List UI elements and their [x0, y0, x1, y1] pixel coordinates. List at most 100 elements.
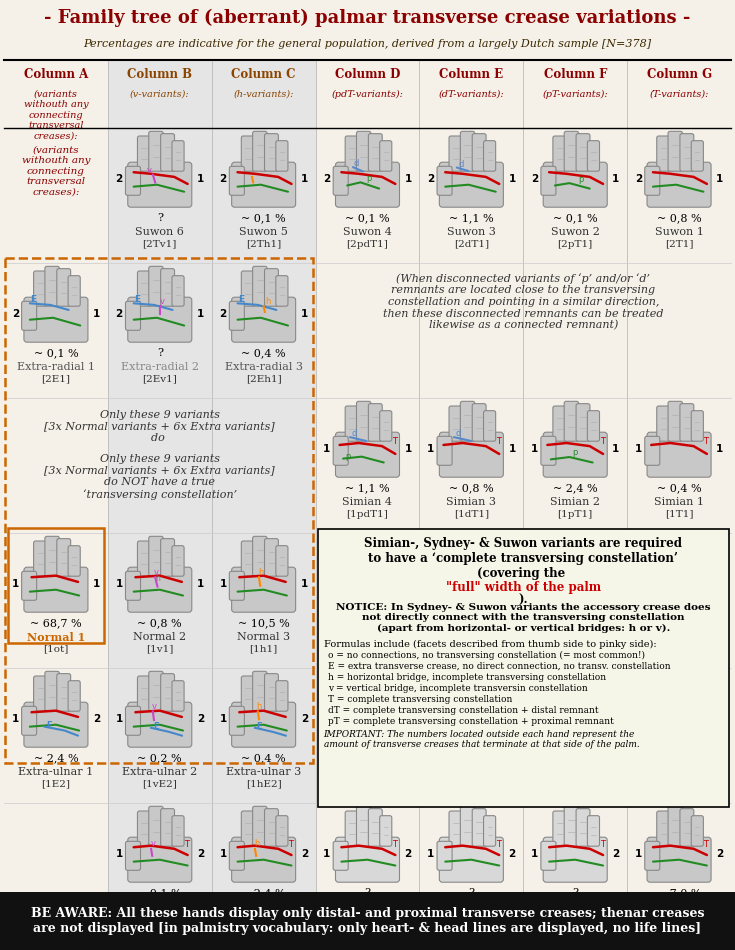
FancyBboxPatch shape [668, 401, 683, 441]
Text: 1: 1 [197, 309, 204, 319]
FancyBboxPatch shape [128, 702, 192, 748]
Text: ~ 68,7 %: ~ 68,7 % [30, 618, 82, 628]
Text: (pT-variants):: (pT-variants): [542, 90, 608, 99]
Text: (h-variants):: (h-variants): [234, 90, 294, 99]
FancyBboxPatch shape [333, 436, 348, 466]
FancyBboxPatch shape [126, 166, 140, 196]
FancyBboxPatch shape [45, 537, 60, 577]
Text: ?: ? [157, 349, 162, 358]
FancyBboxPatch shape [335, 432, 400, 477]
FancyBboxPatch shape [356, 807, 371, 846]
FancyBboxPatch shape [229, 166, 244, 196]
FancyBboxPatch shape [576, 134, 590, 171]
Text: T = complete transversing constellation: T = complete transversing constellation [328, 695, 512, 704]
Text: Simian-, Sydney- & Suwon variants are required
to have a ‘complete transversing : Simian-, Sydney- & Suwon variants are re… [365, 537, 682, 580]
Text: Percentages are indicative for the general population, derived from a largely Du: Percentages are indicative for the gener… [84, 39, 651, 49]
Text: [1vT2]: [1vT2] [143, 915, 177, 923]
FancyBboxPatch shape [437, 166, 452, 196]
Text: ~ 7,0 %: ~ 7,0 % [657, 888, 701, 898]
Text: 1: 1 [115, 713, 123, 724]
Text: 1: 1 [115, 579, 123, 589]
Text: ).: ). [518, 594, 528, 607]
Text: 1: 1 [612, 174, 620, 184]
Text: [2T1]: [2T1] [665, 239, 693, 249]
Text: Extra-radial 1: Extra-radial 1 [17, 362, 95, 372]
Text: p: p [345, 452, 351, 462]
FancyBboxPatch shape [657, 136, 670, 171]
Text: Column B: Column B [127, 67, 193, 81]
Text: ~ 10,5 %: ~ 10,5 % [237, 618, 290, 628]
FancyBboxPatch shape [34, 541, 48, 577]
Text: [2pT1]: [2pT1] [558, 239, 593, 249]
Text: BE AWARE: All these hands display only distal- and proximal transverse creases; : BE AWARE: All these hands display only d… [31, 907, 704, 935]
Bar [8, 528, 104, 643]
FancyBboxPatch shape [645, 842, 660, 870]
FancyBboxPatch shape [484, 410, 495, 441]
Text: pT = complete transversing constellation + proximal remnant: pT = complete transversing constellation… [328, 717, 614, 726]
Text: 2: 2 [531, 174, 538, 184]
Text: (T-variants):: (T-variants): [650, 90, 709, 99]
Text: [1hE2]: [1hE2] [245, 780, 282, 788]
Text: E: E [238, 295, 244, 304]
Text: Suwon 4: Suwon 4 [343, 227, 392, 238]
Text: 2: 2 [323, 174, 331, 184]
FancyBboxPatch shape [541, 436, 556, 466]
Text: ~ 0,1 %: ~ 0,1 % [553, 213, 598, 223]
FancyBboxPatch shape [172, 545, 184, 577]
FancyBboxPatch shape [57, 269, 71, 306]
Text: 2: 2 [716, 849, 723, 859]
FancyBboxPatch shape [345, 811, 359, 846]
Text: Only these 9 variants
[3x Normal variants + 6x Extra variants]
do: Only these 9 variants [3x Normal variant… [44, 410, 275, 444]
FancyBboxPatch shape [232, 837, 295, 883]
FancyBboxPatch shape [276, 276, 288, 306]
Text: v: v [151, 702, 157, 712]
Text: ~ 0,1 %: ~ 0,1 % [241, 213, 286, 223]
Text: NOTICE: In Sydney- & Suwon variants the accessory crease does
not directly conne: NOTICE: In Sydney- & Suwon variants the … [336, 603, 711, 633]
FancyBboxPatch shape [335, 837, 400, 883]
FancyBboxPatch shape [232, 567, 295, 612]
Text: Sydney 5: Sydney 5 [238, 902, 290, 912]
FancyBboxPatch shape [161, 674, 174, 712]
FancyBboxPatch shape [161, 134, 174, 171]
Text: 1: 1 [12, 579, 19, 589]
FancyBboxPatch shape [460, 131, 475, 171]
Text: 1: 1 [323, 849, 331, 859]
FancyBboxPatch shape [356, 131, 371, 171]
Text: Simian 2: Simian 2 [551, 497, 600, 507]
Text: Sydney 1: Sydney 1 [653, 902, 705, 912]
FancyBboxPatch shape [472, 404, 486, 441]
Text: 1: 1 [531, 849, 538, 859]
Text: [1pT1]: [1pT1] [558, 510, 593, 519]
Text: p: p [573, 448, 578, 458]
Text: [1pT2]: [1pT2] [558, 915, 593, 923]
Text: T: T [392, 437, 397, 446]
FancyBboxPatch shape [57, 674, 71, 712]
FancyBboxPatch shape [265, 269, 279, 306]
FancyBboxPatch shape [460, 807, 475, 846]
Text: 1: 1 [509, 444, 516, 454]
Text: [1E2]: [1E2] [41, 780, 71, 788]
Text: v: v [159, 296, 165, 306]
Text: Normal 1: Normal 1 [26, 632, 85, 643]
FancyBboxPatch shape [472, 134, 486, 171]
FancyBboxPatch shape [440, 162, 503, 207]
FancyBboxPatch shape [668, 807, 683, 846]
FancyBboxPatch shape [276, 141, 288, 171]
FancyBboxPatch shape [232, 702, 295, 748]
FancyBboxPatch shape [68, 681, 80, 712]
Text: E: E [30, 295, 37, 304]
FancyBboxPatch shape [449, 406, 463, 441]
Text: [2Ev1]: [2Ev1] [143, 374, 177, 384]
Text: 1: 1 [404, 444, 412, 454]
Text: [2Tv1]: [2Tv1] [143, 239, 177, 249]
FancyBboxPatch shape [437, 842, 452, 870]
Text: 1: 1 [219, 849, 226, 859]
FancyBboxPatch shape [148, 537, 163, 577]
Text: [2dT1]: [2dT1] [453, 239, 489, 249]
FancyBboxPatch shape [541, 842, 556, 870]
Text: Extra-ulnar 1: Extra-ulnar 1 [18, 768, 93, 777]
Text: 1: 1 [115, 849, 123, 859]
Text: 1: 1 [93, 579, 100, 589]
Text: T: T [392, 840, 397, 849]
Text: ~ 0,4 %: ~ 0,4 % [241, 753, 286, 763]
